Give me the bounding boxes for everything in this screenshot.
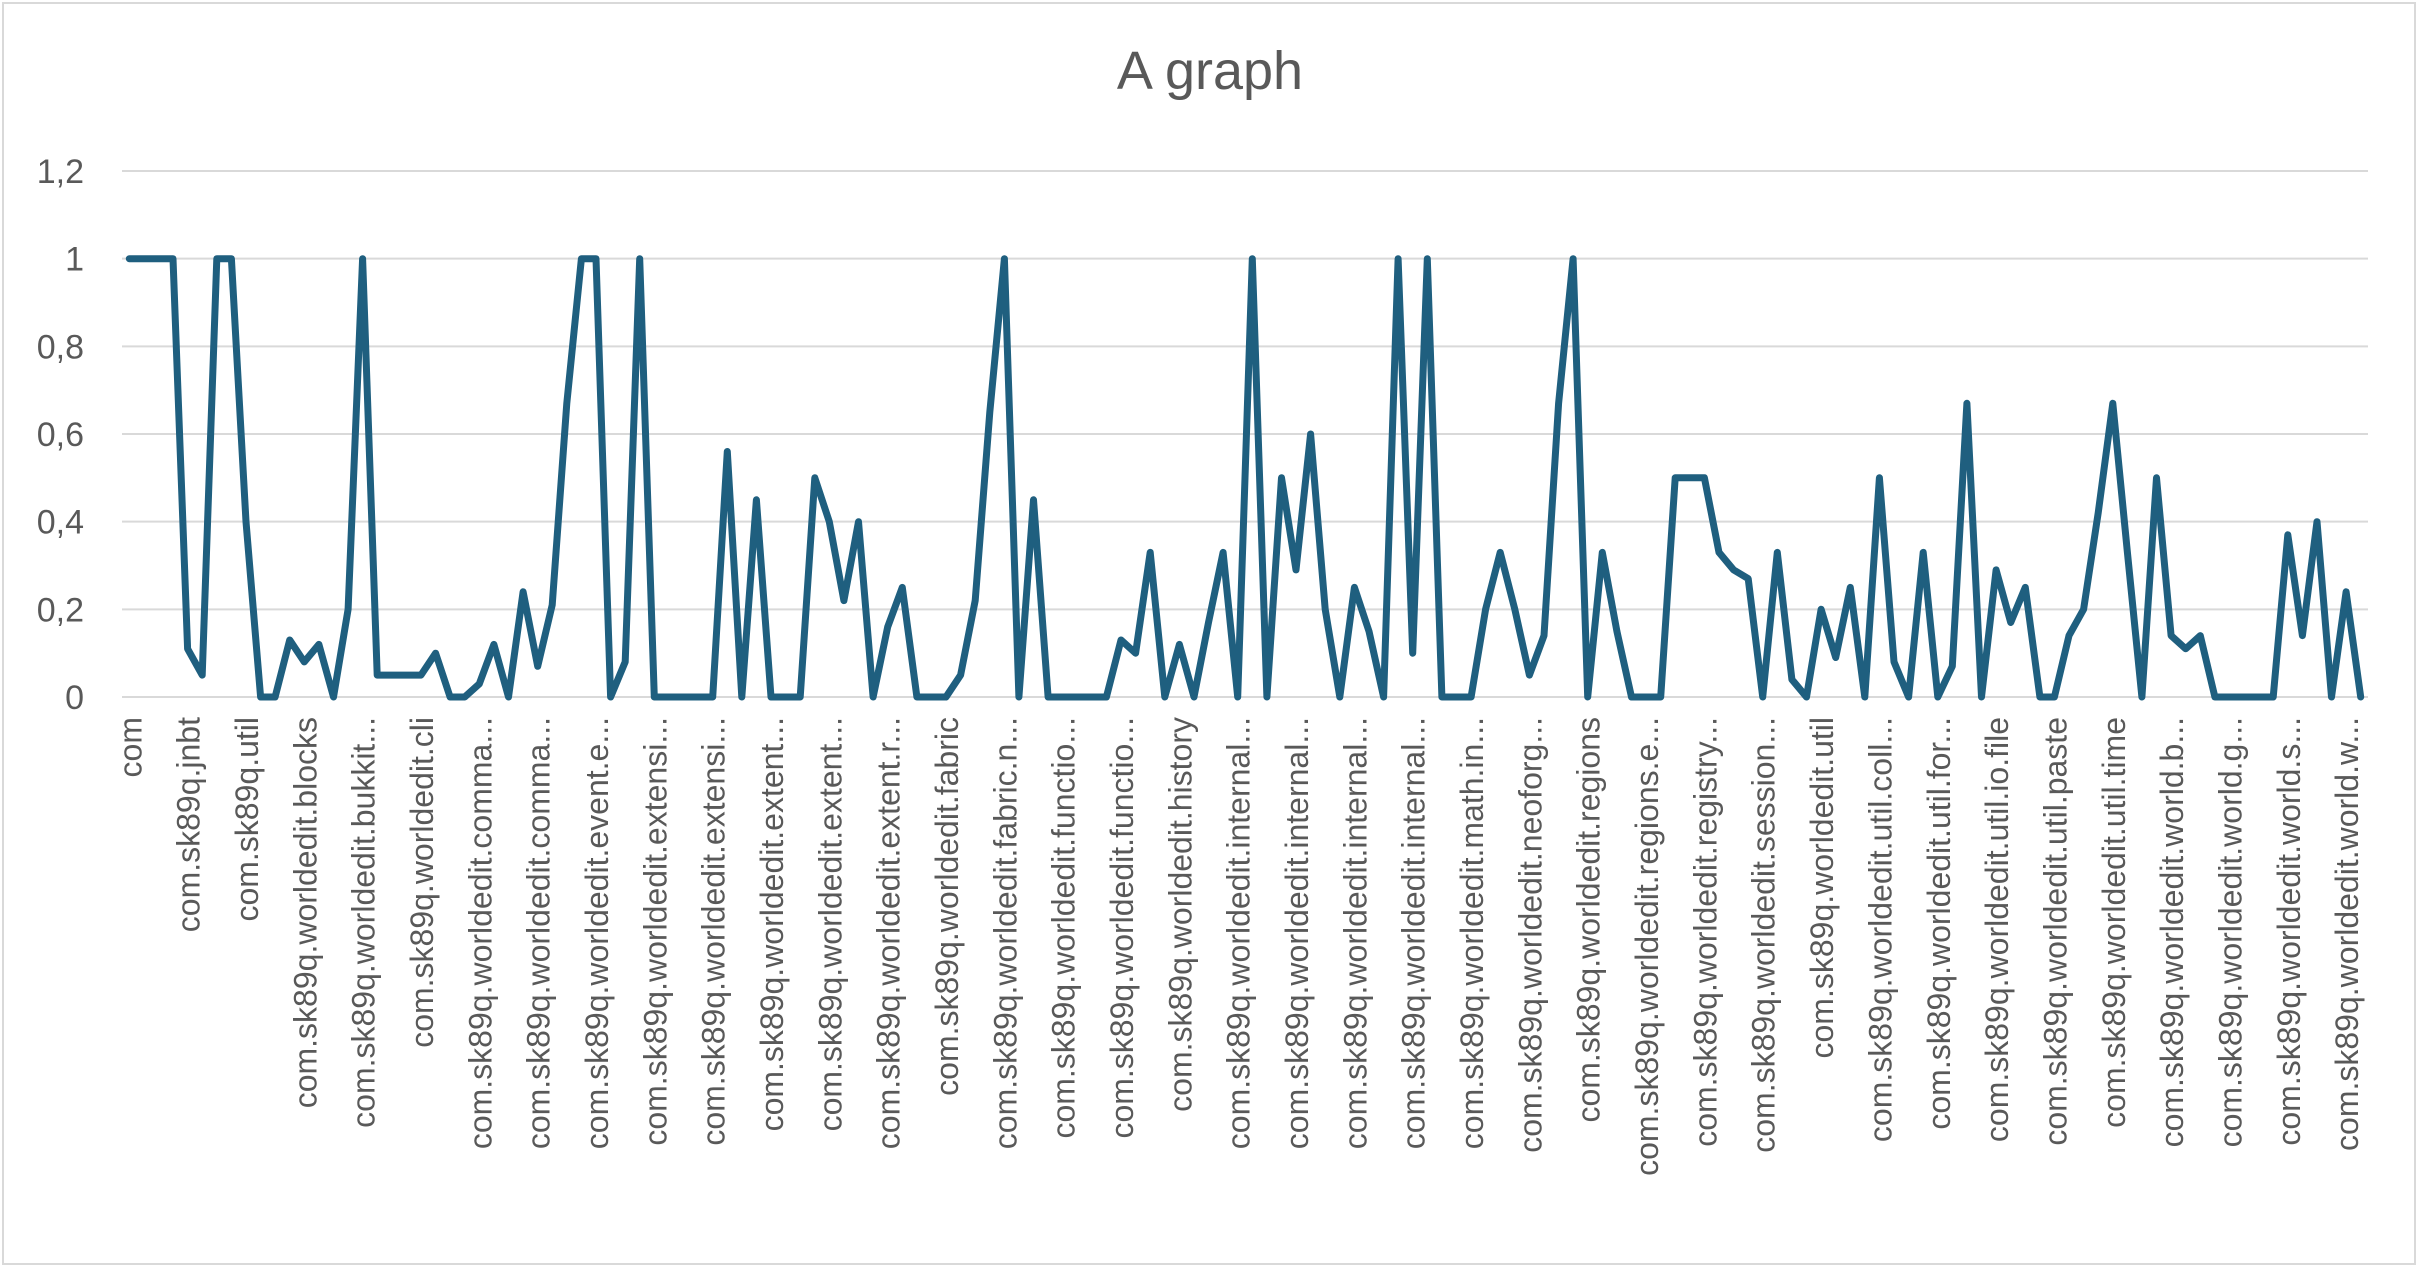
x-tick-label: com.sk89q.worldedit.extensi...: [637, 717, 673, 1146]
y-tick-label: 0,6: [37, 416, 84, 454]
x-tick-label: com.sk89q.worldedit.comma...: [462, 717, 498, 1149]
x-tick-label: com.sk89q.worldedit.world.g...: [2212, 717, 2248, 1147]
x-tick-label: com.sk89q.worldedit.util.io.file: [1979, 717, 2015, 1142]
x-tick-label: com.sk89q.worldedit.extent...: [754, 717, 790, 1131]
x-tick-label: com.sk89q.worldedit.util.for...: [1921, 717, 1957, 1130]
series-line: [125, 255, 2365, 701]
x-axis-ticks: com com.sk89q.jnbt com.sk89q.util com.sk89q…: [112, 717, 2365, 1176]
x-tick-label: com.sk89q.worldedit.history: [1162, 717, 1198, 1112]
x-tick-label: com.sk89q.worldedit.event.e...: [579, 717, 615, 1149]
x-tick-label: com.sk89q.worldedit.extensi...: [696, 717, 732, 1146]
x-tick-label: com.sk89q.worldedit.neoforg...: [1512, 717, 1548, 1153]
y-tick-label: 0,2: [37, 591, 84, 629]
y-tick-label: 1: [65, 241, 84, 279]
x-tick-label: com.sk89q.worldedit.bukkit...: [346, 717, 382, 1128]
x-tick-label: com: [112, 717, 148, 777]
x-tick-label: com.sk89q.worldedit.blocks: [287, 717, 323, 1108]
x-tick-label: com.sk89q.worldedit.util: [1804, 717, 1840, 1058]
x-tick-label: com.sk89q.worldedit.internal...: [1279, 717, 1315, 1149]
x-tick-label: com.sk89q.worldedit.math.in...: [1454, 717, 1490, 1149]
x-tick-label: com.sk89q.worldedit.cli: [404, 717, 440, 1048]
x-tick-label: com.sk89q.worldedit.world.s...: [2271, 717, 2307, 1146]
series-group: [125, 255, 2365, 701]
x-tick-label: com.sk89q.worldedit.comma...: [521, 717, 557, 1149]
x-tick-label: com.sk89q.worldedit.extent...: [812, 717, 848, 1131]
x-tick-label: com.sk89q.worldedit.internal...: [1337, 717, 1373, 1149]
y-tick-label: 1,2: [37, 153, 84, 191]
x-tick-label: com.sk89q.worldedit.world.w...: [2329, 717, 2365, 1151]
x-tick-label: com.sk89q.worldedit.extent.r...: [871, 717, 907, 1149]
x-tick-label: com.sk89q.worldedit.fabric.n...: [987, 717, 1023, 1149]
x-tick-label: com.sk89q.worldedit.session...: [1746, 717, 1782, 1153]
x-tick-label: com.sk89q.worldedit.world.b...: [2154, 717, 2190, 1147]
x-tick-label: com.sk89q.jnbt: [171, 717, 207, 932]
x-tick-label: com.sk89q.worldedit.util.time: [2096, 717, 2132, 1128]
x-tick-label: com.sk89q.worldedit.util.paste: [2037, 717, 2073, 1146]
x-tick-label: com.sk89q.worldedit.regions.e...: [1629, 717, 1665, 1176]
x-tick-label: com.sk89q.worldedit.functio...: [1104, 717, 1140, 1139]
x-tick-label: com.sk89q.worldedit.fabric: [929, 717, 965, 1096]
chart-title: A graph: [1116, 41, 1304, 101]
x-tick-label: com.sk89q.worldedit.internal...: [1396, 717, 1432, 1149]
x-tick-label: com.sk89q.worldedit.functio...: [1046, 717, 1082, 1139]
x-tick-label: com.sk89q.worldedit.registry...: [1687, 717, 1723, 1147]
y-axis-ticks: 0 0,2 0,4 0,6 0,8 1 1,2: [37, 153, 84, 717]
x-tick-label: com.sk89q.worldedit.internal...: [1221, 717, 1257, 1149]
x-tick-label: com.sk89q.util: [229, 717, 265, 922]
y-tick-label: 0,4: [37, 504, 84, 542]
x-tick-label: com.sk89q.worldedit.regions: [1571, 717, 1607, 1123]
x-tick-label: com.sk89q.worldedit.util.coll...: [1862, 717, 1898, 1142]
y-tick-label: 0,8: [37, 328, 84, 366]
y-tick-label: 0: [65, 679, 84, 717]
